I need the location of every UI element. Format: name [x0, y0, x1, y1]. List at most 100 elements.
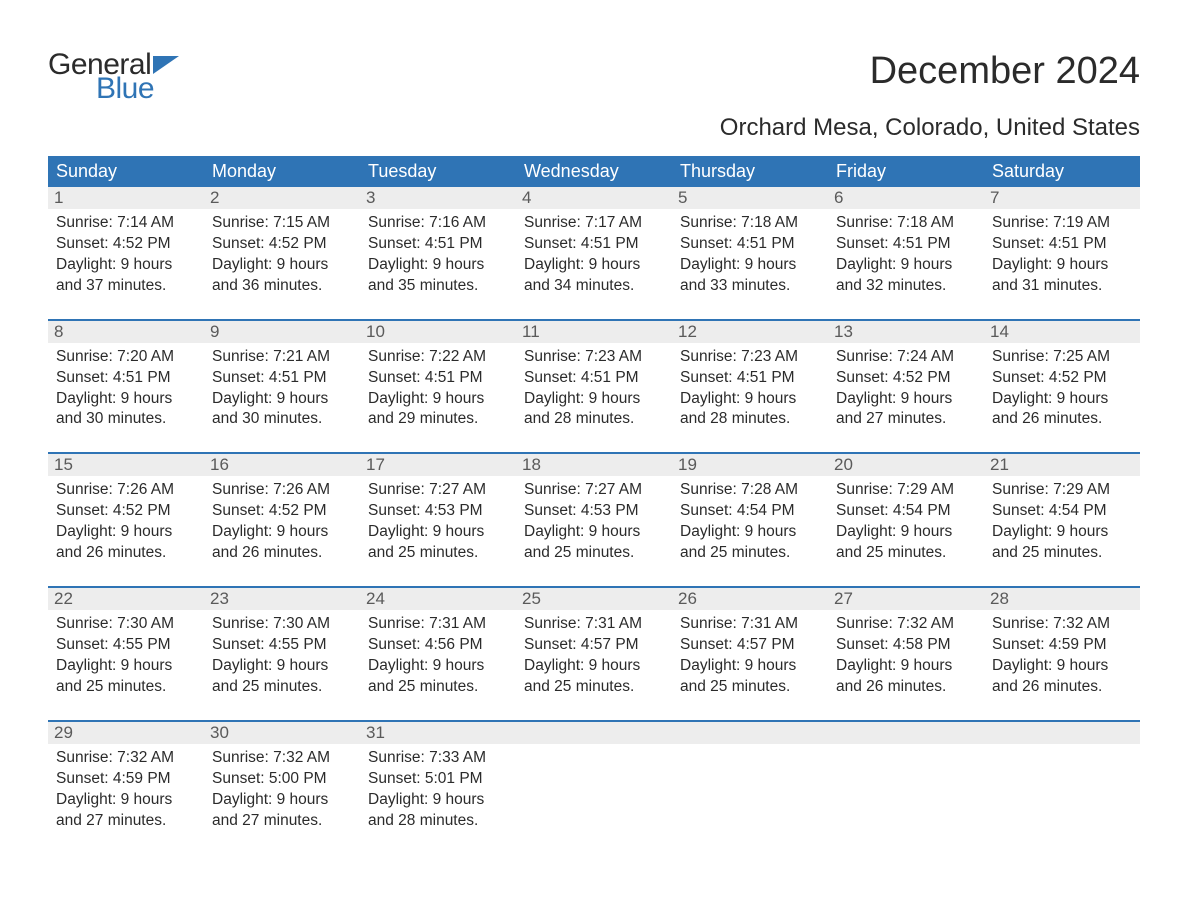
logo: General Blue [48, 50, 179, 104]
day-details: Sunrise: 7:32 AMSunset: 4:59 PMDaylight:… [992, 610, 1132, 698]
sunset-text: Sunset: 4:52 PM [836, 368, 976, 389]
day-details: Sunrise: 7:20 AMSunset: 4:51 PMDaylight:… [56, 343, 196, 431]
day-cell: Sunrise: 7:16 AMSunset: 4:51 PMDaylight:… [360, 209, 516, 320]
day-number-row: 15161718192021 [48, 454, 1140, 476]
day-cell: Sunrise: 7:31 AMSunset: 4:56 PMDaylight:… [360, 610, 516, 721]
day-cell: Sunrise: 7:26 AMSunset: 4:52 PMDaylight:… [48, 476, 204, 587]
daylight-text-2: and 31 minutes. [992, 276, 1132, 297]
logo-text-blue: Blue [96, 74, 179, 104]
daylight-text-2: and 25 minutes. [368, 677, 508, 698]
day-cell: Sunrise: 7:25 AMSunset: 4:52 PMDaylight:… [984, 343, 1140, 454]
day-header: Saturday [984, 156, 1140, 187]
sunset-text: Sunset: 4:51 PM [836, 234, 976, 255]
day-cell: Sunrise: 7:26 AMSunset: 4:52 PMDaylight:… [204, 476, 360, 587]
daylight-text-1: Daylight: 9 hours [992, 255, 1132, 276]
day-number: 8 [48, 321, 204, 343]
day-cell: Sunrise: 7:33 AMSunset: 5:01 PMDaylight:… [360, 744, 516, 854]
day-details: Sunrise: 7:23 AMSunset: 4:51 PMDaylight:… [524, 343, 664, 431]
day-cell: Sunrise: 7:21 AMSunset: 4:51 PMDaylight:… [204, 343, 360, 454]
daylight-text-2: and 25 minutes. [524, 677, 664, 698]
sunset-text: Sunset: 5:01 PM [368, 769, 508, 790]
daylight-text-1: Daylight: 9 hours [524, 389, 664, 410]
day-details: Sunrise: 7:31 AMSunset: 4:57 PMDaylight:… [524, 610, 664, 698]
daylight-text-1: Daylight: 9 hours [56, 255, 196, 276]
sunset-text: Sunset: 5:00 PM [212, 769, 352, 790]
daylight-text-2: and 28 minutes. [680, 409, 820, 430]
day-details: Sunrise: 7:26 AMSunset: 4:52 PMDaylight:… [212, 476, 352, 564]
day-number: 31 [360, 722, 516, 744]
daylight-text-1: Daylight: 9 hours [836, 656, 976, 677]
day-cell: Sunrise: 7:17 AMSunset: 4:51 PMDaylight:… [516, 209, 672, 320]
sunrise-text: Sunrise: 7:22 AM [368, 347, 508, 368]
day-cell: Sunrise: 7:15 AMSunset: 4:52 PMDaylight:… [204, 209, 360, 320]
day-details: Sunrise: 7:16 AMSunset: 4:51 PMDaylight:… [368, 209, 508, 297]
day-details: Sunrise: 7:27 AMSunset: 4:53 PMDaylight:… [524, 476, 664, 564]
sunset-text: Sunset: 4:52 PM [212, 501, 352, 522]
sunset-text: Sunset: 4:53 PM [368, 501, 508, 522]
day-cell: Sunrise: 7:29 AMSunset: 4:54 PMDaylight:… [984, 476, 1140, 587]
day-header: Sunday [48, 156, 204, 187]
day-header: Tuesday [360, 156, 516, 187]
header: General Blue December 2024 [48, 50, 1140, 104]
day-details: Sunrise: 7:31 AMSunset: 4:56 PMDaylight:… [368, 610, 508, 698]
day-cell: Sunrise: 7:31 AMSunset: 4:57 PMDaylight:… [516, 610, 672, 721]
sunrise-text: Sunrise: 7:25 AM [992, 347, 1132, 368]
day-number: 10 [360, 321, 516, 343]
day-details: Sunrise: 7:15 AMSunset: 4:52 PMDaylight:… [212, 209, 352, 297]
sunrise-text: Sunrise: 7:27 AM [524, 480, 664, 501]
day-number: 22 [48, 588, 204, 610]
day-header: Friday [828, 156, 984, 187]
day-details: Sunrise: 7:30 AMSunset: 4:55 PMDaylight:… [212, 610, 352, 698]
sunset-text: Sunset: 4:57 PM [524, 635, 664, 656]
sunset-text: Sunset: 4:54 PM [680, 501, 820, 522]
daylight-text-2: and 25 minutes. [212, 677, 352, 698]
sunrise-text: Sunrise: 7:29 AM [836, 480, 976, 501]
day-cell: Sunrise: 7:22 AMSunset: 4:51 PMDaylight:… [360, 343, 516, 454]
day-details: Sunrise: 7:18 AMSunset: 4:51 PMDaylight:… [680, 209, 820, 297]
daylight-text-1: Daylight: 9 hours [56, 790, 196, 811]
sunrise-text: Sunrise: 7:19 AM [992, 213, 1132, 234]
flag-icon [153, 56, 179, 74]
daylight-text-2: and 33 minutes. [680, 276, 820, 297]
daylight-text-1: Daylight: 9 hours [212, 656, 352, 677]
day-number: 20 [828, 454, 984, 476]
day-number [828, 722, 984, 744]
daylight-text-1: Daylight: 9 hours [212, 255, 352, 276]
day-number: 26 [672, 588, 828, 610]
day-number-row: 22232425262728 [48, 588, 1140, 610]
day-number: 13 [828, 321, 984, 343]
day-cell: Sunrise: 7:27 AMSunset: 4:53 PMDaylight:… [516, 476, 672, 587]
day-cell [828, 744, 984, 854]
sunrise-text: Sunrise: 7:18 AM [680, 213, 820, 234]
daylight-text-1: Daylight: 9 hours [212, 790, 352, 811]
daylight-text-2: and 25 minutes. [368, 543, 508, 564]
day-cell: Sunrise: 7:14 AMSunset: 4:52 PMDaylight:… [48, 209, 204, 320]
sunrise-text: Sunrise: 7:32 AM [212, 748, 352, 769]
week-row: Sunrise: 7:14 AMSunset: 4:52 PMDaylight:… [48, 209, 1140, 320]
daylight-text-1: Daylight: 9 hours [524, 255, 664, 276]
sunset-text: Sunset: 4:54 PM [836, 501, 976, 522]
day-details: Sunrise: 7:24 AMSunset: 4:52 PMDaylight:… [836, 343, 976, 431]
day-details: Sunrise: 7:32 AMSunset: 5:00 PMDaylight:… [212, 744, 352, 832]
daylight-text-1: Daylight: 9 hours [680, 255, 820, 276]
day-number: 3 [360, 187, 516, 209]
day-details: Sunrise: 7:21 AMSunset: 4:51 PMDaylight:… [212, 343, 352, 431]
daylight-text-2: and 25 minutes. [680, 543, 820, 564]
daylight-text-2: and 25 minutes. [56, 677, 196, 698]
day-cell: Sunrise: 7:23 AMSunset: 4:51 PMDaylight:… [672, 343, 828, 454]
sunrise-text: Sunrise: 7:17 AM [524, 213, 664, 234]
location-subtitle: Orchard Mesa, Colorado, United States [48, 114, 1140, 142]
day-cell: Sunrise: 7:18 AMSunset: 4:51 PMDaylight:… [828, 209, 984, 320]
day-number: 14 [984, 321, 1140, 343]
daylight-text-2: and 30 minutes. [212, 409, 352, 430]
sunset-text: Sunset: 4:51 PM [680, 368, 820, 389]
day-number: 5 [672, 187, 828, 209]
day-header: Thursday [672, 156, 828, 187]
daylight-text-1: Daylight: 9 hours [368, 522, 508, 543]
sunrise-text: Sunrise: 7:28 AM [680, 480, 820, 501]
day-number: 6 [828, 187, 984, 209]
day-cell: Sunrise: 7:29 AMSunset: 4:54 PMDaylight:… [828, 476, 984, 587]
sunset-text: Sunset: 4:51 PM [56, 368, 196, 389]
sunset-text: Sunset: 4:52 PM [56, 501, 196, 522]
sunset-text: Sunset: 4:52 PM [992, 368, 1132, 389]
